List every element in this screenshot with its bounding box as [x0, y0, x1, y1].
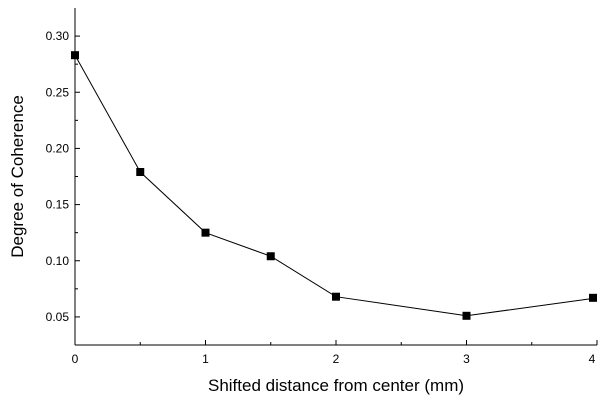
y-tick-label: 0.05	[46, 310, 70, 324]
y-tick-label: 0.15	[46, 198, 70, 212]
x-tick-label: 2	[333, 352, 340, 366]
data-point	[266, 252, 275, 261]
data-point	[462, 311, 471, 320]
x-tick-label: 1	[202, 352, 209, 366]
data-point	[136, 168, 145, 177]
y-tick-label: 0.30	[46, 29, 70, 43]
y-axis-title: Degree of Coherence	[8, 95, 27, 258]
y-tick-label: 0.20	[46, 141, 70, 155]
y-tick-label: 0.25	[46, 85, 70, 99]
x-tick-label: 3	[463, 352, 470, 366]
x-axis-ticks: 0 1 2 3 4	[72, 340, 598, 366]
series-line	[74, 54, 598, 317]
y-axis-ticks: 0.05 0.10 0.15 0.20 0.25 0.30	[46, 29, 80, 324]
x-tick-label: 4	[589, 352, 596, 366]
x-axis-title: Shifted distance from center (mm)	[208, 376, 464, 395]
series-layer	[71, 51, 598, 320]
data-point	[201, 228, 210, 237]
data-point	[332, 292, 340, 301]
data-point	[589, 293, 597, 302]
y-tick-label: 0.10	[46, 254, 70, 268]
x-tick-label: 0	[72, 352, 79, 366]
data-point	[71, 51, 79, 60]
